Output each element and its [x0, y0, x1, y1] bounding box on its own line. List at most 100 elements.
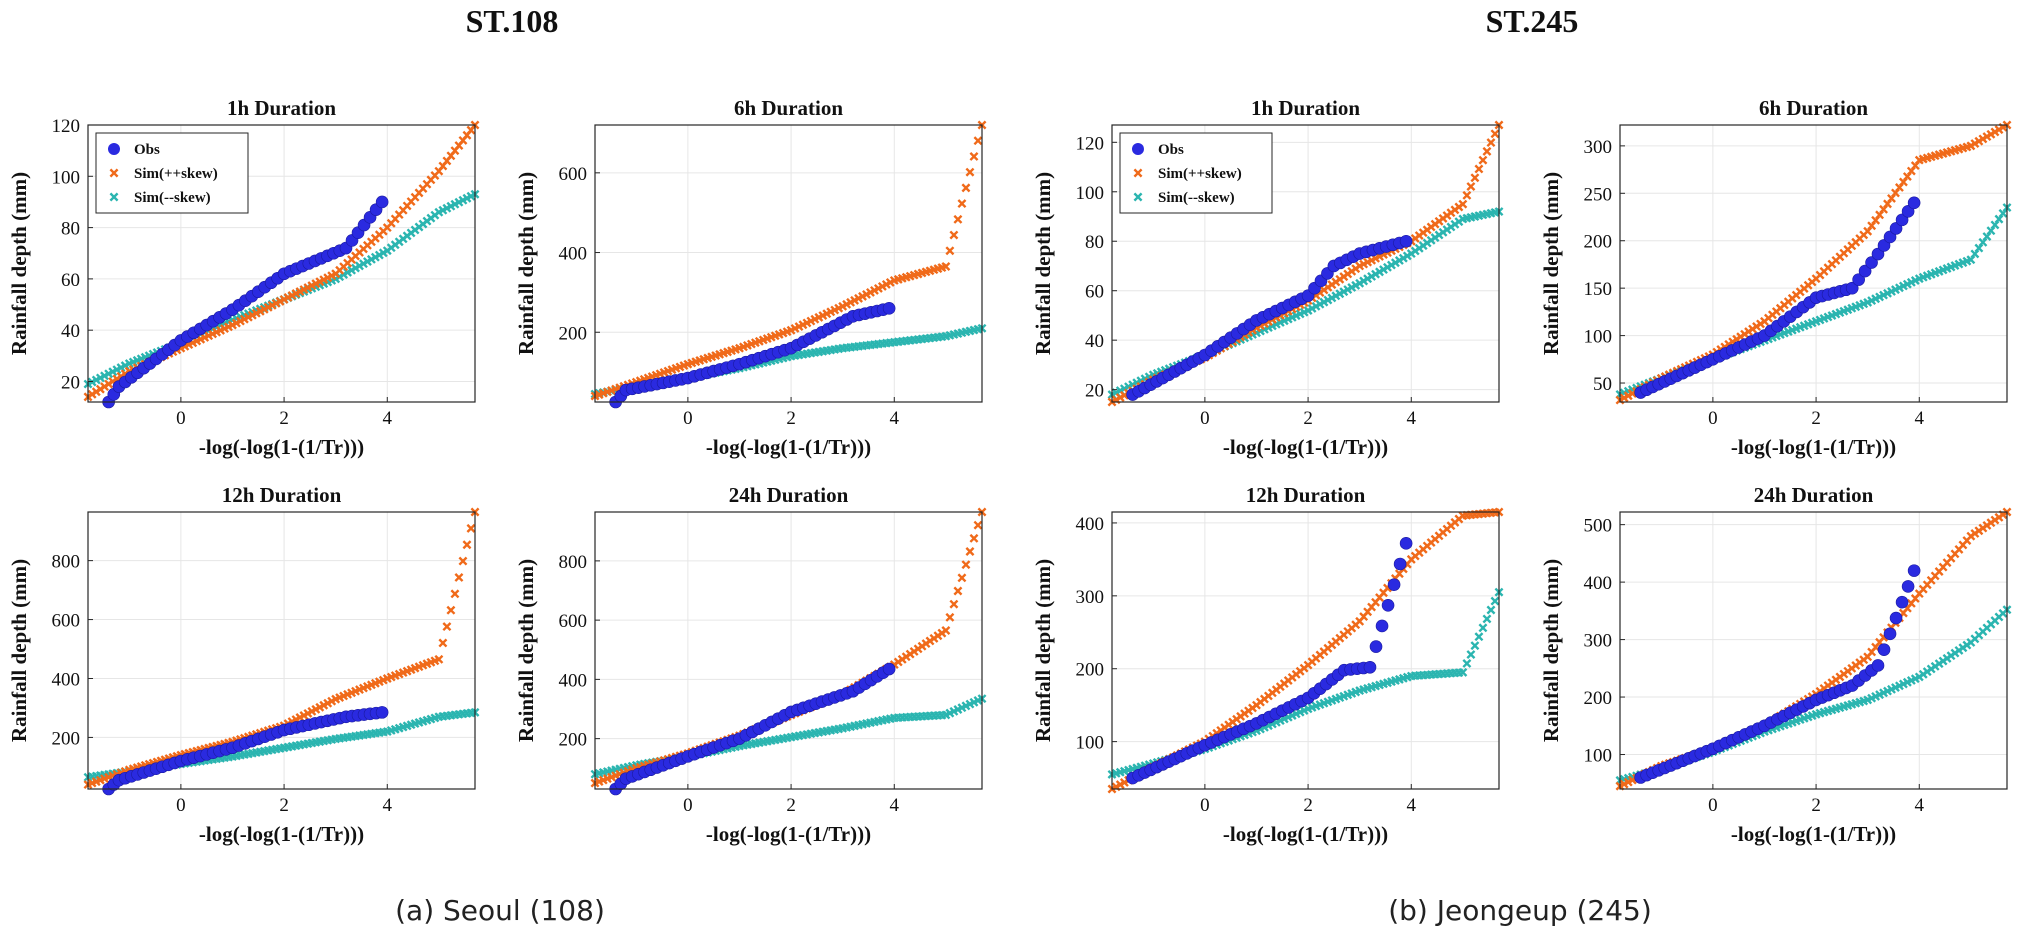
axes-frame [1111, 511, 1500, 790]
y-tick-label: 300 [1076, 587, 1105, 608]
y-axis-label: Rainfall depth (mm) [1031, 559, 1055, 742]
sim-pos-point [1470, 173, 1480, 183]
station-title-108: ST.108 [466, 3, 559, 39]
sim-neg-point [1482, 614, 1492, 624]
y-tick-label: 200 [559, 323, 588, 344]
x-axis-label: -log(-log(1-(1/Tr))) [1731, 822, 1896, 846]
caption-seoul: (a) Seoul (108) [395, 894, 605, 927]
x-tick-label: 2 [1303, 795, 1313, 816]
obs-point [1871, 247, 1885, 261]
sim-pos-point [969, 151, 979, 161]
obs-point [1375, 619, 1389, 633]
legend: Obs Sim(++skew) Sim(--skew) [1119, 132, 1273, 214]
legend-obs-marker [108, 143, 120, 155]
plot-area [88, 512, 475, 789]
x-tick-label: 4 [1915, 795, 1925, 816]
y-tick-label: 800 [559, 552, 588, 573]
legend-label-obs: Obs [134, 142, 160, 158]
sim-pos-point [434, 654, 444, 664]
x-tick-label: 4 [383, 795, 393, 816]
sim-neg-point [1994, 214, 2004, 224]
x-tick-label: 2 [279, 408, 289, 429]
chart-title: 12h Duration [222, 483, 342, 507]
plot-area [1620, 512, 2007, 789]
obs-point [1895, 595, 1909, 609]
sim-pos-point [961, 183, 971, 193]
sim-neg-point [1466, 650, 1476, 659]
x-tick-label: 4 [890, 408, 900, 429]
legend-sim-neg-marker [109, 192, 119, 202]
y-tick-label: 200 [559, 730, 588, 751]
y-axis-label: Rainfall depth (mm) [1539, 559, 1563, 742]
y-tick-label: 40 [61, 321, 80, 342]
sim-pos-point [438, 638, 448, 648]
chart-panel-5: 0 2 4 200 400 600 800 12h Duration -log(-log(1-(… [7, 483, 480, 846]
obs-point [1883, 230, 1897, 244]
x-tick-label: 0 [1200, 408, 1210, 429]
legend-label-obs: Obs [1158, 142, 1184, 158]
y-tick-label: 200 [52, 728, 81, 749]
y-axis-label: Rainfall depth (mm) [7, 172, 31, 355]
x-axis-label: -log(-log(1-(1/Tr))) [706, 435, 871, 459]
obs-point [1871, 659, 1885, 672]
sim-pos-point [450, 589, 460, 599]
chart-panel-7: 0 2 4 100 200 300 400 12h Duration -log(-log(1-(… [1031, 483, 1504, 846]
legend-sim-neg-marker [1133, 192, 1143, 202]
y-tick-label: 500 [1584, 516, 1613, 537]
legend-label-sim-pos: Sim(++skew) [1158, 166, 1242, 182]
y-tick-label: 100 [1076, 733, 1105, 754]
y-tick-label: 400 [559, 670, 588, 691]
y-tick-label: 400 [52, 669, 81, 690]
y-tick-label: 60 [1085, 282, 1104, 303]
y-tick-label: 20 [1085, 381, 1104, 402]
y-tick-label: 40 [1085, 331, 1104, 352]
sim-pos-point [949, 599, 959, 609]
chart-title: 24h Duration [729, 483, 849, 507]
sim-pos-point [957, 199, 967, 209]
y-axis-label: Rainfall depth (mm) [514, 559, 538, 742]
chart-title: 1h Duration [1251, 96, 1360, 120]
x-tick-label: 4 [1407, 408, 1417, 429]
x-tick-label: 2 [1811, 795, 1821, 816]
y-tick-label: 600 [559, 611, 588, 632]
sim-pos-point [953, 214, 963, 224]
x-tick-label: 2 [786, 795, 796, 816]
sim-pos-point [446, 605, 456, 615]
y-tick-label: 80 [61, 219, 80, 240]
obs-point [1901, 580, 1915, 593]
chart-panel-1: 0 2 4 20 40 60 80 100 120 1h Duration -log(-log(1-… [7, 96, 480, 459]
chart-panel-6: 0 2 4 200 400 600 800 24h Duration -log(-log(1-(… [514, 483, 987, 846]
axes-frame [594, 124, 983, 403]
x-tick-label: 0 [1708, 795, 1718, 816]
obs-point [1877, 643, 1891, 656]
sim-pos-point [442, 622, 452, 632]
x-tick-label: 0 [176, 795, 186, 816]
sim-pos-point [949, 230, 959, 240]
y-tick-label: 50 [1593, 374, 1612, 395]
legend: Obs Sim(++skew) Sim(--skew) [95, 132, 249, 214]
chart-panel-3: 0 2 4 20 40 60 80 100 120 1h Duration -log(-log(1-… [1031, 96, 1504, 459]
legend-sim-pos-marker [109, 168, 119, 178]
legend-obs-marker [1132, 143, 1144, 155]
sim-pos-point [973, 136, 983, 146]
x-tick-label: 0 [683, 408, 693, 429]
sim-neg-point [1986, 226, 1996, 236]
y-tick-label: 300 [1584, 137, 1613, 158]
sim-pos-point [466, 523, 476, 533]
sim-neg-point [1998, 208, 2008, 218]
chart-panel-4: 0 2 4 50 100 150 200 250 300 6h Duration -log(-log… [1539, 96, 2012, 459]
axes-frame [87, 124, 476, 403]
x-tick-label: 4 [1407, 795, 1417, 816]
sim-pos-point [1490, 129, 1500, 139]
plot-area [595, 125, 982, 402]
x-axis-label: -log(-log(1-(1/Tr))) [199, 435, 364, 459]
x-tick-label: 2 [279, 795, 289, 816]
sim-neg-point [1478, 623, 1488, 633]
sim-pos-point [945, 612, 955, 622]
obs-point [1387, 578, 1401, 591]
chart-title: 12h Duration [1246, 483, 1366, 507]
y-tick-label: 100 [1076, 183, 1105, 204]
obs-point [1883, 627, 1897, 641]
y-tick-label: 300 [1584, 631, 1613, 652]
